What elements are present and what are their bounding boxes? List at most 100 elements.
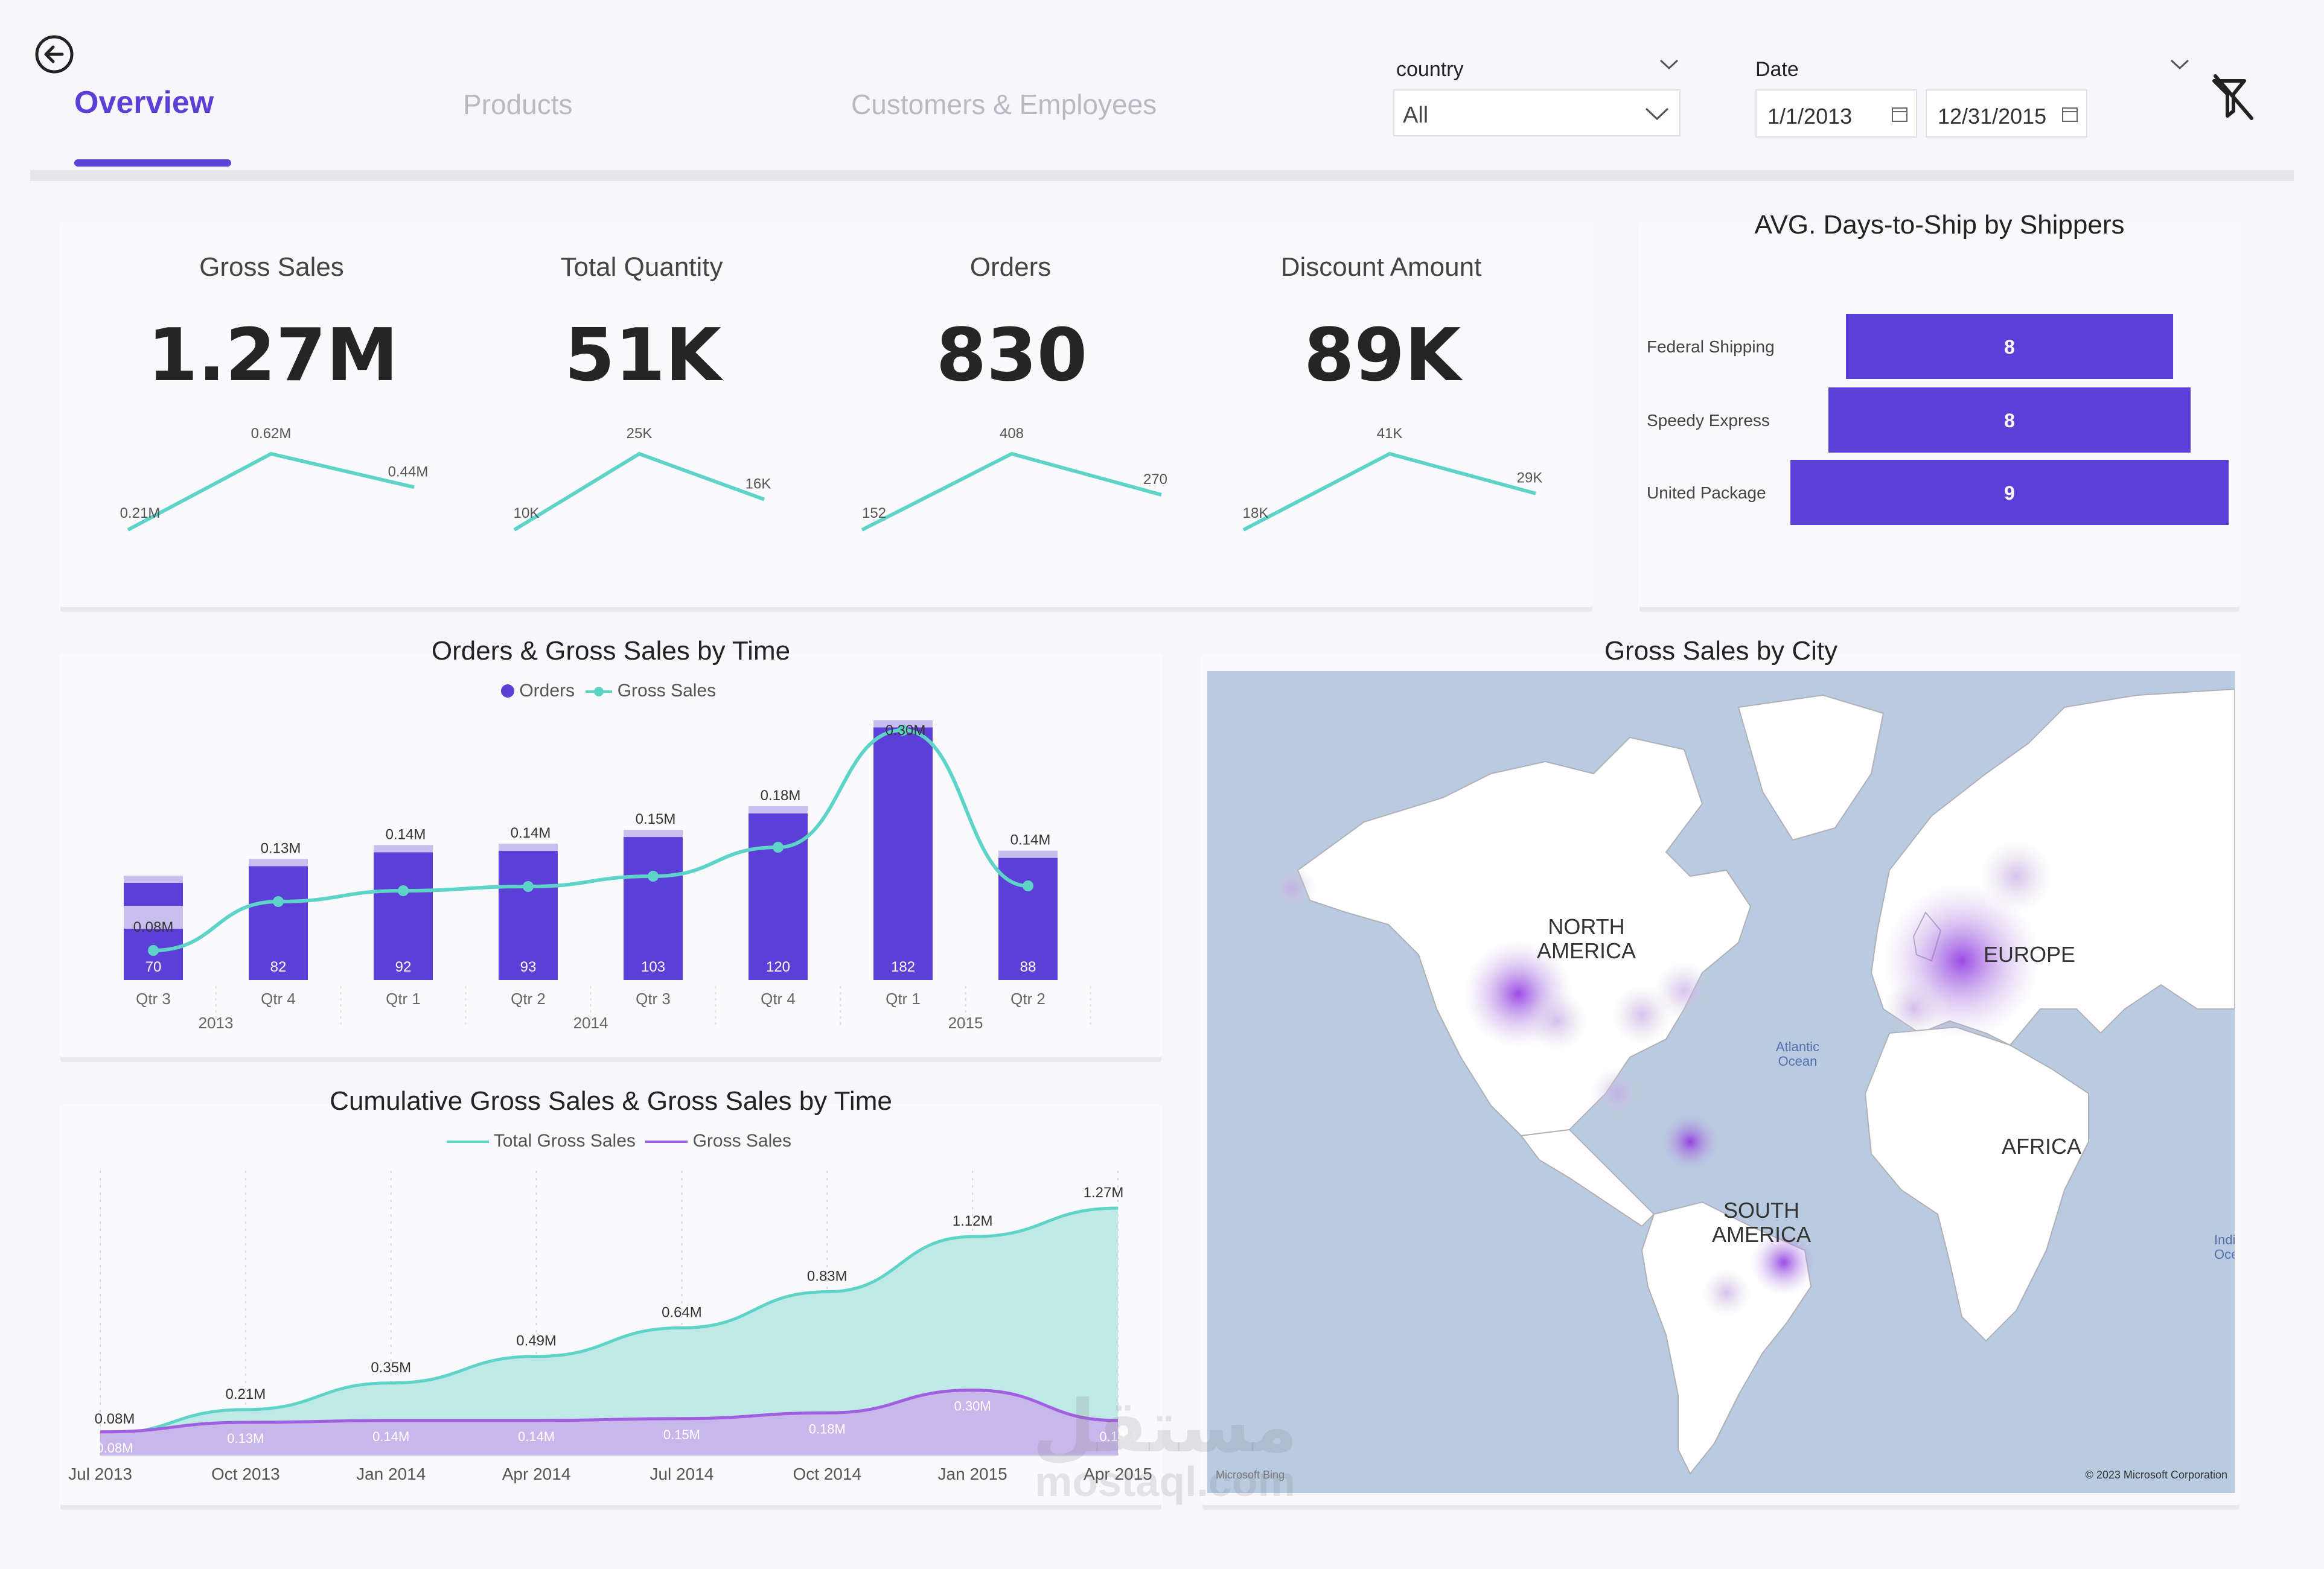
country-dropdown[interactable]: All — [1393, 89, 1681, 136]
kpi-card — [59, 222, 1594, 607]
gross-sales-label: 0.14M — [1010, 832, 1051, 848]
map-credit-left: Microsoft Bing — [1216, 1469, 1285, 1481]
end-date-value: 12/31/2015 — [1938, 104, 2047, 129]
world-map[interactable]: NORTH AMERICA EUROPE SOUTH AMERICA AFRIC… — [1207, 671, 2235, 1493]
orders-bar[interactable] — [249, 866, 308, 980]
map-label-africa: AFRICA — [2002, 1134, 2081, 1159]
legend-total-gross-marker — [447, 1141, 489, 1143]
year-tick-label: 2013 — [199, 1014, 234, 1032]
x-tick-label: Jul 2013 — [68, 1465, 132, 1483]
orders-bar-label: 92 — [395, 959, 412, 975]
quarter-tick-label: Qtr 1 — [886, 990, 921, 1008]
gross-sales-label: 0.30M — [954, 1399, 991, 1414]
orders-bar[interactable] — [624, 837, 683, 980]
orders-bar[interactable] — [749, 813, 808, 980]
calendar-icon[interactable] — [2062, 107, 2078, 122]
gross-sales-point[interactable] — [273, 896, 284, 907]
orders-bar-cap — [124, 876, 183, 883]
gross-sales-point[interactable] — [898, 725, 908, 736]
gross-sales-point[interactable] — [148, 945, 159, 956]
tab-customers-employees[interactable]: Customers & Employees — [851, 89, 1157, 120]
map-label-south-america: SOUTH — [1723, 1198, 1799, 1223]
quarter-tick-label: Qtr 2 — [511, 990, 546, 1008]
active-tab-indicator — [74, 159, 231, 167]
country-dropdown-value: All — [1403, 103, 1429, 128]
gross-sales-label: 0.08M — [96, 1440, 133, 1456]
year-tick-label: 2014 — [573, 1014, 608, 1032]
gross-sales-label: 0.30M — [886, 722, 926, 739]
gross-sales-point[interactable] — [773, 842, 784, 853]
gross-sales-point[interactable] — [398, 885, 409, 896]
chevron-down-icon — [1645, 107, 1669, 121]
clear-filter-icon[interactable] — [2209, 74, 2258, 123]
total-gross-label: 0.21M — [226, 1386, 266, 1402]
shipper-bar[interactable] — [1790, 460, 2229, 525]
cumulative-chart-title: Cumulative Gross Sales & Gross Sales by … — [330, 1086, 892, 1116]
orders-bar-label: 182 — [891, 959, 915, 975]
shippers-bar-chart: Federal Shipping 8 Speedy Express 8 United P… — [1647, 314, 2229, 525]
chevron-down-icon[interactable] — [1659, 58, 1679, 71]
shippers-chart-title: AVG. Days-to-Ship by Shippers — [1754, 210, 2125, 240]
heat-spot-sa — [1702, 1268, 1751, 1317]
orders-bar-cap — [374, 845, 433, 853]
calendar-icon[interactable] — [1892, 107, 1907, 122]
x-tick-label: Jan 2014 — [356, 1465, 426, 1483]
orders-sales-chart-title: Orders & Gross Sales by Time — [431, 636, 791, 666]
total-gross-line — [100, 1206, 1119, 1436]
heat-spot-alaska — [1268, 864, 1316, 912]
orders-bar-cap — [749, 806, 808, 813]
gross-sales-label: 0.13M — [261, 840, 301, 856]
orders-bar-label: 93 — [520, 959, 537, 975]
orders-bar[interactable] — [499, 851, 558, 980]
gross-sales-label: 0.15M — [636, 811, 676, 827]
tab-overview[interactable]: Overview — [74, 85, 214, 120]
kpi-discount-amount-label: Discount Amount — [1280, 252, 1482, 282]
watermark-latin: mostaql.com — [1035, 1458, 1295, 1505]
x-tick-label: Jul 2014 — [650, 1465, 713, 1483]
end-date-input[interactable]: 12/31/2015 — [1926, 89, 2087, 138]
legend-total-gross-label[interactable]: Total Gross Sales — [493, 1131, 636, 1151]
total-gross-label: 0.83M — [807, 1268, 848, 1285]
orders-bar-cap — [499, 844, 558, 851]
gross-sales-point[interactable] — [648, 871, 659, 882]
shipper-bar[interactable] — [1845, 314, 2174, 379]
orders-bar[interactable] — [374, 852, 433, 980]
orders-bar-cap — [624, 830, 683, 838]
gross-sales-point[interactable] — [523, 881, 534, 892]
shipper-value-label: 9 — [2004, 482, 2015, 504]
gross-sales-label: 0.14M — [1099, 1429, 1136, 1444]
orders-bar-cap — [998, 850, 1058, 858]
tab-products[interactable]: Products — [463, 89, 573, 120]
orders-bar[interactable] — [873, 727, 933, 980]
back-arrow-icon[interactable] — [33, 33, 75, 75]
heat-spot-mexico — [1591, 1066, 1645, 1121]
quarter-tick-label: Qtr 1 — [386, 990, 421, 1008]
start-date-input[interactable]: 1/1/2013 — [1755, 89, 1917, 138]
orders-bar[interactable] — [124, 883, 183, 906]
gross-sales-label: 0.13M — [227, 1431, 264, 1446]
kpi-total-quantity-label: Total Quantity — [560, 252, 723, 282]
x-tick-label: Oct 2014 — [793, 1465, 861, 1483]
total-gross-label: 0.35M — [371, 1360, 411, 1376]
legend-gross-sales-label[interactable]: Gross Sales — [617, 681, 717, 701]
legend-orders-label[interactable]: Orders — [519, 681, 575, 701]
orders-bar-label: 88 — [1020, 959, 1036, 975]
kpi-gross-sales-label: Gross Sales — [199, 252, 344, 282]
x-tick-label: Apr 2015 — [1084, 1465, 1152, 1483]
orders-sales-card — [59, 654, 1163, 1057]
gross-sales-point[interactable] — [1023, 880, 1033, 891]
map-label-indian-2: Ocea — [2214, 1247, 2235, 1262]
chevron-down-icon[interactable] — [2169, 58, 2190, 71]
kpi-discount-amount-value: 89K — [1304, 314, 1461, 398]
map-label-atlantic: Atlantic — [1776, 1039, 1819, 1054]
shipper-value-label: 8 — [2004, 336, 2015, 358]
orders-bar-label: 82 — [270, 959, 287, 975]
heat-spot-scandinavia — [1980, 840, 2052, 912]
quarter-tick-label: Qtr 4 — [761, 990, 796, 1008]
gross-sales-label: 0.14M — [511, 825, 551, 841]
kpi-orders-label: Orders — [969, 252, 1052, 282]
shipper-bar[interactable] — [1828, 387, 2191, 453]
africa-landmass — [1864, 1026, 2089, 1342]
kpi-gross-sales-value: 1.27M — [147, 314, 398, 398]
legend-gross-sales-label[interactable]: Gross Sales — [692, 1131, 791, 1151]
